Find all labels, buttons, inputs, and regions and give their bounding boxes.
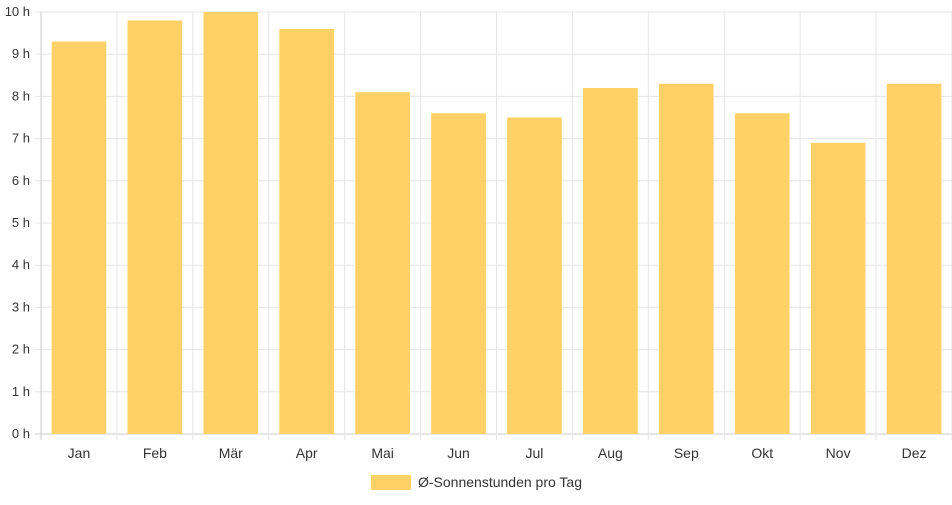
bar-nov — [810, 142, 866, 434]
x-tick-label: Jul — [526, 445, 544, 461]
y-tick-label: 10 h — [5, 4, 30, 19]
legend-swatch — [371, 475, 411, 490]
bar-aug — [583, 87, 638, 435]
bar-jan — [51, 41, 107, 434]
bar-feb — [127, 20, 183, 434]
y-tick-label: 1 h — [12, 384, 30, 399]
y-tick-label: 4 h — [12, 257, 30, 272]
x-tick-label: Nov — [826, 445, 851, 461]
x-tick-label: Apr — [296, 445, 318, 461]
y-tick-label: 5 h — [12, 215, 30, 230]
x-tick-label: Okt — [751, 445, 773, 461]
bar-jul — [507, 117, 562, 434]
y-tick-label: 0 h — [12, 426, 30, 441]
legend-label: Ø-Sonnenstunden pro Tag — [418, 474, 582, 490]
x-tick-label: Dez — [902, 445, 927, 461]
x-tick-label: Sep — [674, 445, 699, 461]
bar-mai — [355, 92, 410, 435]
y-tick-label: 7 h — [12, 131, 30, 146]
bar-jun — [431, 113, 486, 434]
bar-apr — [279, 28, 335, 434]
y-tick-label: 6 h — [12, 173, 30, 188]
x-tick-label: Jan — [68, 445, 91, 461]
x-tick-label: Mai — [371, 445, 394, 461]
y-tick-label: 9 h — [12, 46, 30, 61]
bar-sep — [658, 83, 714, 435]
x-tick-label: Feb — [143, 445, 167, 461]
y-tick-label: 8 h — [12, 88, 30, 103]
y-tick-label: 2 h — [12, 342, 30, 357]
bar-dez — [886, 83, 942, 435]
x-tick-label: Aug — [598, 445, 623, 461]
x-tick-label: Mär — [219, 445, 243, 461]
bar-mär — [203, 12, 259, 434]
y-tick-label: 3 h — [12, 299, 30, 314]
bar-okt — [734, 113, 790, 434]
x-tick-label: Jun — [447, 445, 470, 461]
